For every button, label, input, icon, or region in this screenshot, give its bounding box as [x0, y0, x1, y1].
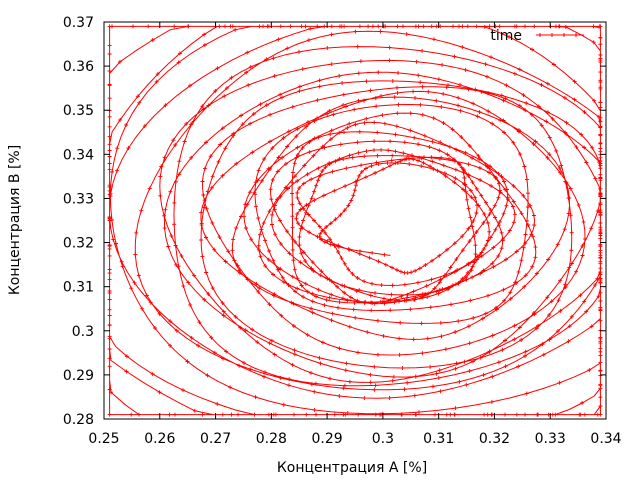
x-tick-label: 0.3 — [372, 431, 394, 447]
y-tick-label: 0.32 — [63, 236, 94, 252]
legend-markers — [538, 33, 578, 37]
x-tick-label: 0.25 — [88, 431, 119, 447]
legend-label: time — [490, 28, 522, 44]
legend-marker — [574, 33, 578, 37]
x-tick-label: 0.29 — [312, 431, 343, 447]
plot-frame — [103, 21, 607, 420]
y-tick-label: 0.3 — [72, 324, 94, 340]
y-axis-tick-labels: 0.28 0.29 0.3 0.31 0.32 0.33 0.34 0.35 0.36 0.37 — [63, 15, 94, 428]
y-tick-label: 0.29 — [63, 368, 94, 384]
x-tick-label: 0.26 — [144, 431, 175, 447]
x-axis-label: Концентрация A [%] — [277, 460, 427, 476]
y-axis-label: Концентрация B [%] — [7, 145, 23, 295]
x-tick-label: 0.33 — [535, 431, 566, 447]
x-tick-label: 0.27 — [200, 431, 231, 447]
y-tick-label: 0.35 — [63, 103, 94, 119]
axis-ticks — [103, 21, 607, 420]
legend-marker — [562, 33, 566, 37]
y-tick-label: 0.37 — [63, 15, 94, 31]
y-tick-label: 0.31 — [63, 280, 94, 296]
series-time — [107, 24, 603, 417]
y-tick-label: 0.33 — [63, 191, 94, 207]
series-markers — [107, 24, 603, 417]
legend: time — [490, 28, 584, 44]
x-tick-label: 0.28 — [256, 431, 287, 447]
legend-marker — [538, 33, 542, 37]
y-tick-label: 0.36 — [63, 59, 94, 75]
x-axis-tick-labels: 0.25 0.26 0.27 0.28 0.29 0.3 0.31 0.32 0.33 0.34 — [88, 431, 621, 447]
x-tick-label: 0.31 — [423, 431, 454, 447]
y-tick-label: 0.28 — [63, 412, 94, 428]
x-tick-label: 0.32 — [479, 431, 510, 447]
x-tick-label: 0.34 — [590, 431, 621, 447]
legend-marker — [550, 33, 554, 37]
y-tick-label: 0.34 — [63, 147, 94, 163]
